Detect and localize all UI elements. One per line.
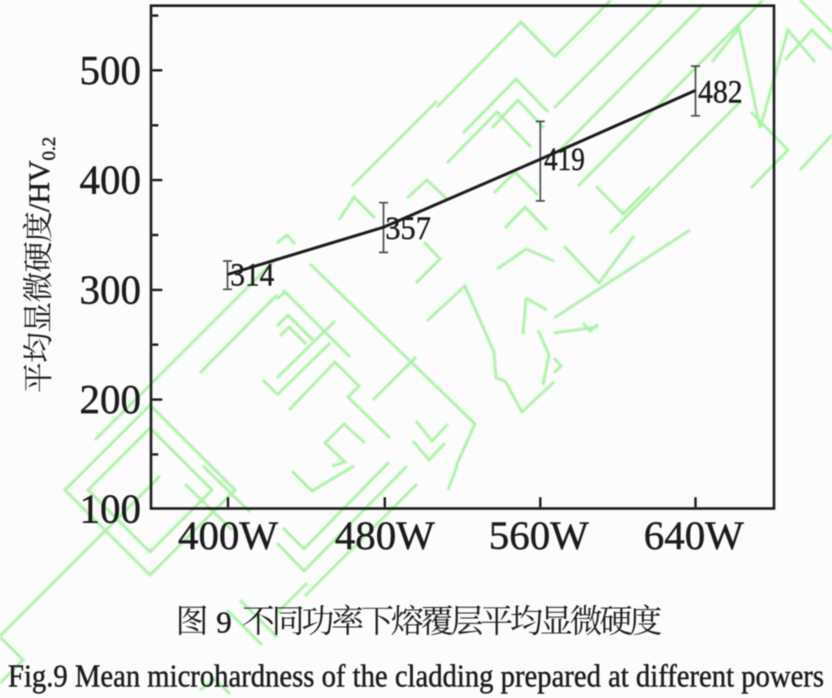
svg-text:357: 357 — [385, 211, 431, 247]
svg-text:400W: 400W — [178, 513, 278, 558]
svg-text:0.2: 0.2 — [39, 137, 60, 161]
svg-text:200: 200 — [80, 376, 142, 422]
svg-text:300: 300 — [80, 266, 142, 312]
svg-text:314: 314 — [230, 258, 274, 294]
svg-text:560W: 560W — [489, 513, 589, 558]
svg-text:9: 9 — [216, 605, 232, 640]
svg-text:100: 100 — [80, 486, 142, 532]
svg-text:419: 419 — [544, 142, 585, 178]
svg-text:500: 500 — [80, 47, 142, 93]
svg-text:/HV: /HV — [23, 160, 56, 212]
svg-text:400: 400 — [80, 157, 142, 203]
svg-text:640W: 640W — [644, 513, 744, 558]
svg-text:Fig.9 Mean microhardness of th: Fig.9 Mean microhardness of the cladding… — [8, 659, 824, 694]
svg-text:482: 482 — [698, 74, 743, 110]
svg-text:480W: 480W — [335, 513, 435, 558]
